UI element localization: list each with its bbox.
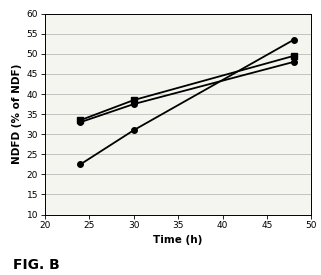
- Y-axis label: NDFD (% of NDF): NDFD (% of NDF): [12, 64, 22, 164]
- X-axis label: Time (h): Time (h): [153, 235, 203, 244]
- Text: FIG. B: FIG. B: [13, 258, 60, 272]
